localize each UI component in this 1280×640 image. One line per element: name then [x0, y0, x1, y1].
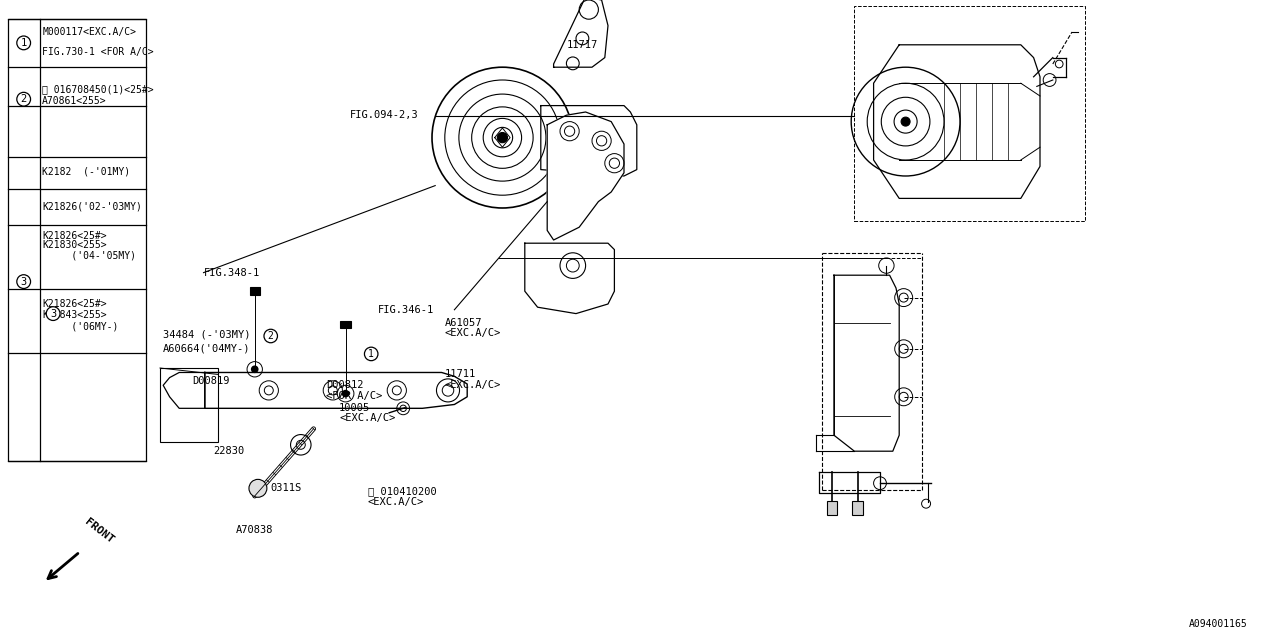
Text: FIG.094-2,3: FIG.094-2,3	[351, 110, 419, 120]
Text: <FOR A/C>: <FOR A/C>	[326, 390, 383, 401]
Text: 10005: 10005	[339, 403, 370, 413]
Text: K2182  (-'01MY): K2182 (-'01MY)	[42, 166, 131, 177]
Circle shape	[342, 390, 349, 397]
Text: K21843<255>: K21843<255>	[42, 310, 106, 320]
Text: Ⓑ 010410200: Ⓑ 010410200	[369, 486, 436, 497]
Polygon shape	[819, 472, 881, 493]
Polygon shape	[205, 372, 467, 408]
Bar	[160, 368, 218, 442]
Circle shape	[251, 365, 259, 373]
Text: D00819: D00819	[192, 376, 229, 386]
Text: 22830: 22830	[212, 446, 244, 456]
Text: A61057: A61057	[445, 317, 483, 328]
Text: A60664('04MY-): A60664('04MY-)	[164, 344, 251, 354]
Text: 2: 2	[268, 331, 274, 341]
Text: ('06MY-): ('06MY-)	[42, 321, 119, 332]
Polygon shape	[164, 372, 205, 408]
Text: ('04-'05MY): ('04-'05MY)	[42, 251, 136, 261]
Text: Ⓑ 016708450(1)<25#>: Ⓑ 016708450(1)<25#>	[42, 84, 154, 95]
Bar	[250, 287, 260, 295]
Text: 1: 1	[20, 38, 27, 48]
Circle shape	[901, 117, 910, 126]
Text: K21826<25#>: K21826<25#>	[42, 299, 106, 309]
Text: 34484 (-'03MY): 34484 (-'03MY)	[164, 329, 251, 339]
Circle shape	[498, 132, 508, 143]
Circle shape	[248, 479, 268, 497]
Text: A70838: A70838	[236, 525, 273, 535]
Text: <EXC.A/C>: <EXC.A/C>	[445, 380, 500, 390]
Text: A094001165: A094001165	[1189, 619, 1248, 629]
Polygon shape	[74, 212, 114, 411]
Polygon shape	[874, 45, 1039, 198]
Bar	[8, 19, 146, 461]
Text: D00812: D00812	[326, 380, 364, 390]
Text: FIG.730-1 <FOR A/C>: FIG.730-1 <FOR A/C>	[42, 47, 154, 58]
Polygon shape	[548, 112, 625, 240]
Text: K21826('02-'03MY): K21826('02-'03MY)	[42, 201, 142, 211]
Bar	[852, 501, 863, 515]
Text: 11711: 11711	[445, 369, 476, 380]
Text: <EXC.A/C>: <EXC.A/C>	[369, 497, 424, 508]
Text: K21826<25#>: K21826<25#>	[42, 230, 106, 241]
Bar	[827, 501, 837, 515]
Text: A70861<255>: A70861<255>	[42, 96, 106, 106]
Polygon shape	[554, 0, 608, 67]
Text: 3: 3	[20, 276, 27, 287]
Text: 3: 3	[50, 308, 56, 319]
Text: 0311S: 0311S	[270, 483, 301, 493]
Text: 2: 2	[20, 94, 27, 104]
Text: K21830<255>: K21830<255>	[42, 240, 106, 250]
Text: 11717: 11717	[566, 40, 598, 50]
Polygon shape	[540, 106, 637, 176]
Text: FIG.348-1: FIG.348-1	[204, 268, 260, 278]
Text: FIG.346-1: FIG.346-1	[378, 305, 434, 315]
Text: <EXC.A/C>: <EXC.A/C>	[445, 328, 500, 338]
Bar	[340, 321, 351, 328]
Polygon shape	[835, 275, 899, 451]
Text: M000117<EXC.A/C>: M000117<EXC.A/C>	[42, 27, 136, 37]
Bar	[855, 6, 1085, 221]
Text: 1: 1	[369, 349, 374, 359]
Text: FRONT: FRONT	[83, 516, 116, 545]
Polygon shape	[525, 243, 614, 314]
Text: <EXC.A/C>: <EXC.A/C>	[339, 413, 396, 423]
